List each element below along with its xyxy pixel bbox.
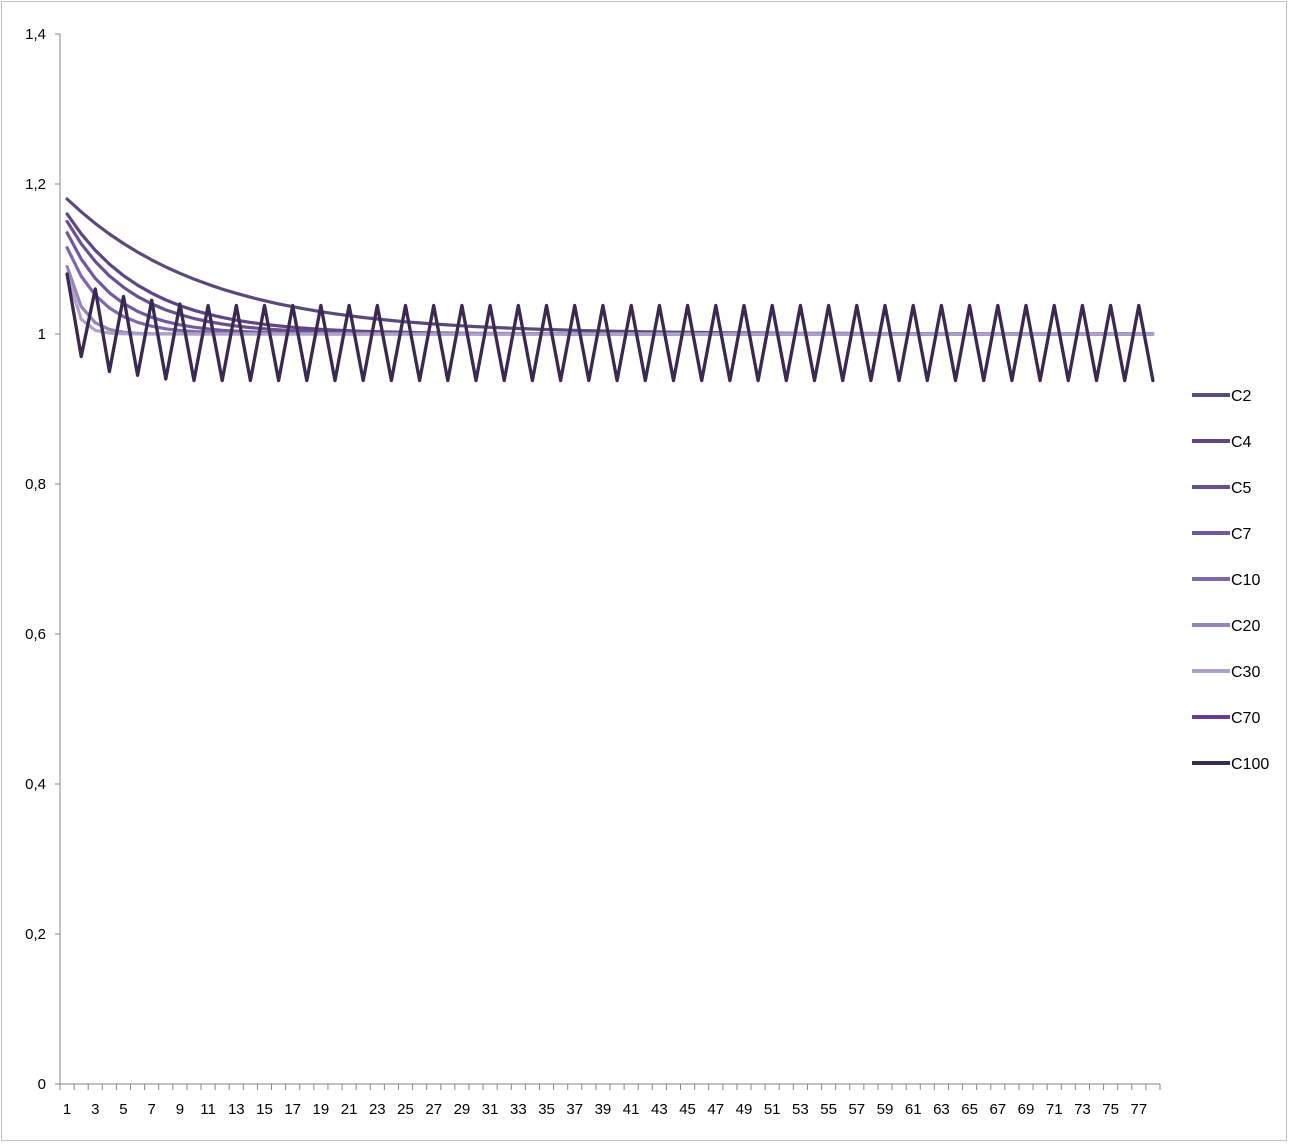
legend-label: C100 xyxy=(1231,756,1269,773)
x-tick-label: 65 xyxy=(961,1101,978,1118)
x-tick-label: 29 xyxy=(454,1101,471,1118)
y-tick-label: 1,4 xyxy=(25,26,46,43)
legend-item-c2: C2 xyxy=(1192,388,1252,405)
x-tick-label: 11 xyxy=(200,1101,216,1118)
legend: C2 C4 C5 C7 C10 C20 C30 C70 C100 xyxy=(1192,388,1269,773)
x-tick-label: 71 xyxy=(1046,1101,1063,1118)
x-tick-label: 51 xyxy=(764,1101,781,1118)
x-tick-label: 69 xyxy=(1018,1101,1035,1118)
series-lines xyxy=(65,197,1155,383)
series-line-c5 xyxy=(65,219,1155,336)
legend-item-c100: C100 xyxy=(1192,756,1269,773)
x-tick-label: 57 xyxy=(848,1101,865,1118)
series-line-c100 xyxy=(65,272,1155,383)
x-tick-label: 45 xyxy=(679,1101,696,1118)
legend-item-c20: C20 xyxy=(1192,618,1260,635)
x-tick-label: 59 xyxy=(877,1101,894,1118)
legend-label: C70 xyxy=(1231,710,1260,727)
legend-item-c7: C7 xyxy=(1192,526,1252,543)
y-tick-label: 0,4 xyxy=(25,776,46,793)
y-tick-label: 0,6 xyxy=(25,626,46,643)
legend-label: C5 xyxy=(1231,480,1252,497)
series-line-c4 xyxy=(65,212,1155,336)
x-tick-label: 41 xyxy=(623,1101,640,1118)
legend-label: C10 xyxy=(1231,572,1260,589)
x-tick-label: 49 xyxy=(736,1101,753,1118)
x-tick-label: 3 xyxy=(91,1101,99,1118)
x-tick-label: 37 xyxy=(566,1101,583,1118)
x-tick-label: 77 xyxy=(1131,1101,1148,1118)
x-tick-label: 67 xyxy=(989,1101,1006,1118)
x-tick-label: 47 xyxy=(707,1101,724,1118)
y-axis-ticks: 0 0,2 0,4 0,6 0,8 1 1,2 1,4 xyxy=(25,26,60,1093)
y-tick-label: 1 xyxy=(38,326,46,343)
x-tick-label: 75 xyxy=(1102,1101,1119,1118)
x-tick-label: 17 xyxy=(284,1101,301,1118)
axes xyxy=(59,34,1160,1085)
x-tick-label: 35 xyxy=(538,1101,555,1118)
x-tick-label: 1 xyxy=(63,1101,71,1118)
x-tick-label: 21 xyxy=(341,1101,358,1118)
x-tick-label: 25 xyxy=(397,1101,414,1118)
x-tick-label: 43 xyxy=(651,1101,668,1118)
x-tick-label: 61 xyxy=(905,1101,922,1118)
series-line-c2 xyxy=(65,197,1155,336)
x-tick-label: 39 xyxy=(595,1101,612,1118)
x-tick-label: 31 xyxy=(482,1101,499,1118)
x-tick-label: 9 xyxy=(176,1101,184,1118)
x-axis-ticks: 1 3 5 7 9 11 13 15 17 19 21 23 25 27 29 31 33 35 37 39 41 43 4… xyxy=(59,1084,1161,1118)
series-line-c30 xyxy=(65,272,1155,336)
x-tick-label: 33 xyxy=(510,1101,527,1118)
legend-item-c5: C5 xyxy=(1192,480,1252,497)
x-tick-label: 53 xyxy=(792,1101,809,1118)
legend-label: C7 xyxy=(1231,526,1252,543)
legend-item-c4: C4 xyxy=(1192,434,1252,451)
y-tick-label: 1,2 xyxy=(25,176,46,193)
y-tick-label: 0 xyxy=(38,1076,46,1093)
x-tick-label: 73 xyxy=(1074,1101,1091,1118)
x-tick-label: 7 xyxy=(147,1101,155,1118)
y-tick-label: 0,2 xyxy=(25,926,46,943)
x-tick-label: 63 xyxy=(933,1101,950,1118)
x-tick-label: 5 xyxy=(119,1101,127,1118)
legend-label: C30 xyxy=(1231,664,1260,681)
legend-label: C2 xyxy=(1231,388,1252,405)
x-tick-label: 27 xyxy=(425,1101,442,1118)
x-tick-label: 13 xyxy=(228,1101,245,1118)
legend-label: C4 xyxy=(1231,434,1252,451)
legend-item-c70: C70 xyxy=(1192,710,1260,727)
legend-label: C20 xyxy=(1231,618,1260,635)
legend-item-c30: C30 xyxy=(1192,664,1260,681)
x-tick-label: 19 xyxy=(313,1101,330,1118)
x-tick-label: 55 xyxy=(820,1101,837,1118)
x-tick-label: 15 xyxy=(256,1101,273,1118)
x-tick-label: 23 xyxy=(369,1101,386,1118)
y-tick-label: 0,8 xyxy=(25,476,46,493)
legend-item-c10: C10 xyxy=(1192,572,1260,589)
